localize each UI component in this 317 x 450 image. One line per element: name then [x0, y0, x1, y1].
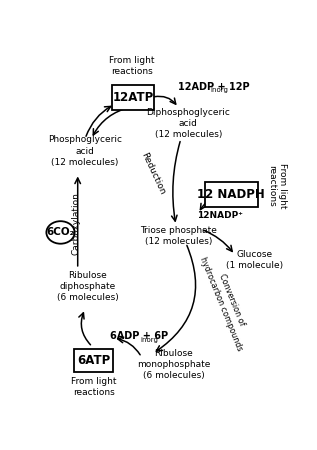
Text: From light
reactions: From light reactions	[267, 163, 287, 208]
FancyBboxPatch shape	[112, 85, 154, 110]
Text: From light
reactions: From light reactions	[109, 56, 154, 76]
Text: Phosphoglyceric
acid
(12 molecules): Phosphoglyceric acid (12 molecules)	[48, 135, 122, 166]
FancyBboxPatch shape	[205, 182, 258, 207]
Text: Glucose
(1 molecule): Glucose (1 molecule)	[226, 250, 283, 270]
Text: Reduction: Reduction	[139, 151, 166, 196]
Text: 6ADP + 6P: 6ADP + 6P	[110, 331, 168, 342]
Text: Triose phosphate
(12 molecules): Triose phosphate (12 molecules)	[140, 226, 217, 246]
Text: Ribulose
diphosphate
(6 molecules): Ribulose diphosphate (6 molecules)	[57, 270, 119, 302]
FancyBboxPatch shape	[74, 349, 113, 373]
Text: 12ADP + 12P: 12ADP + 12P	[178, 82, 250, 92]
Text: 12ATP: 12ATP	[112, 91, 154, 104]
Text: 6CO₂: 6CO₂	[47, 227, 74, 238]
Text: 12 NADPH: 12 NADPH	[197, 188, 265, 201]
Text: 6ATP: 6ATP	[77, 354, 110, 367]
Text: Carboxylation: Carboxylation	[72, 192, 81, 255]
Text: 12NADP⁺: 12NADP⁺	[197, 211, 243, 220]
Text: Ribulose
monophosphate
(6 molecules): Ribulose monophosphate (6 molecules)	[137, 348, 210, 380]
Text: Diphosphoglyceric
acid
(12 molecules): Diphosphoglyceric acid (12 molecules)	[146, 108, 230, 139]
Text: inorg: inorg	[140, 337, 158, 343]
Ellipse shape	[46, 221, 74, 244]
Text: From light
reactions: From light reactions	[71, 377, 116, 397]
Text: inorg: inorg	[210, 87, 228, 94]
Text: Conversion of
hydrocarbon compounds: Conversion of hydrocarbon compounds	[198, 252, 255, 352]
